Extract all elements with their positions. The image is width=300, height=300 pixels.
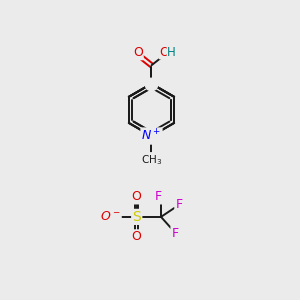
Text: O: O xyxy=(132,190,142,203)
Text: $N^+$: $N^+$ xyxy=(141,128,162,144)
Text: F: F xyxy=(155,190,162,203)
Text: S: S xyxy=(132,210,141,224)
Text: O: O xyxy=(159,46,169,59)
Text: F: F xyxy=(175,199,182,212)
Text: O: O xyxy=(133,46,143,59)
Text: F: F xyxy=(171,227,178,240)
Text: CH$_3$: CH$_3$ xyxy=(141,153,162,167)
Text: $O^-$: $O^-$ xyxy=(100,210,121,224)
Text: O: O xyxy=(132,230,142,243)
Text: H: H xyxy=(167,46,176,59)
